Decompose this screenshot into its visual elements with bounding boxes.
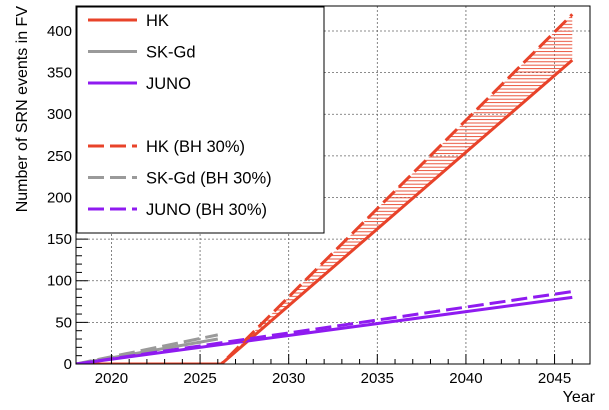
legend-label: SK-Gd (BH 30%) bbox=[146, 170, 272, 188]
y-tick-label: 0 bbox=[64, 356, 72, 373]
x-tick-labels: 2020 2025 2030 2035 2040 2045 bbox=[95, 370, 571, 387]
series-lines bbox=[76, 13, 574, 364]
x-tick-label: 2035 bbox=[361, 370, 394, 387]
legend-label: HK bbox=[146, 12, 169, 30]
x-tick-label: 2030 bbox=[272, 370, 305, 387]
y-tick-label: 300 bbox=[47, 106, 72, 123]
legend-label: SK-Gd bbox=[146, 44, 196, 62]
legend-box bbox=[76, 6, 325, 234]
x-axis-title: Year bbox=[563, 389, 596, 406]
x-tick-label: 2020 bbox=[95, 370, 128, 387]
legend-label: HK (BH 30%) bbox=[146, 138, 245, 156]
y-tick-labels: 0 50 100 150 200 250 300 350 400 bbox=[47, 23, 72, 373]
legend: HK SK-Gd JUNO HK (BH 30%) SK-Gd (BH 30%) JUNO… bbox=[76, 6, 325, 234]
series-line-hk-bh-30 bbox=[76, 13, 574, 364]
series-line-juno-bh-30 bbox=[76, 290, 573, 364]
y-axis-title: Number of SRN events in FV bbox=[14, 6, 31, 213]
series-line-hk bbox=[76, 58, 574, 364]
x-tick-label: 2040 bbox=[449, 370, 482, 387]
y-tick-label: 350 bbox=[47, 65, 72, 82]
y-tick-label: 50 bbox=[55, 314, 72, 331]
y-tick-label: 400 bbox=[47, 23, 72, 40]
y-tick-label: 250 bbox=[47, 148, 72, 165]
series-line-juno bbox=[76, 295, 573, 364]
x-tick-label: 2025 bbox=[183, 370, 216, 387]
y-tick-label: 150 bbox=[47, 231, 72, 248]
legend-label: JUNO bbox=[146, 75, 191, 93]
y-tick-label: 200 bbox=[47, 189, 72, 206]
plot-frame bbox=[75, 5, 591, 365]
legend-label: JUNO (BH 30%) bbox=[146, 201, 267, 219]
x-tick-label: 2045 bbox=[538, 370, 571, 387]
y-tick-label: 100 bbox=[47, 273, 72, 290]
